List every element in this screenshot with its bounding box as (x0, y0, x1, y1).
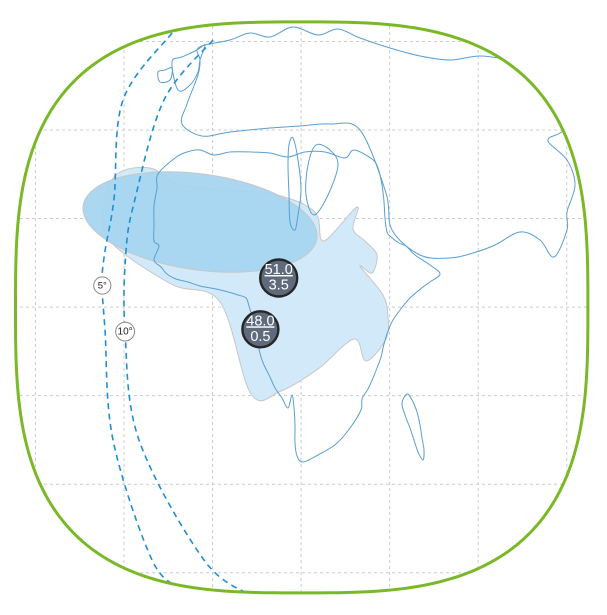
svg-text:3.5: 3.5 (269, 278, 289, 294)
svg-text:0.5: 0.5 (250, 329, 270, 345)
svg-text:51.0: 51.0 (265, 262, 293, 278)
svg-text:48.0: 48.0 (246, 313, 274, 329)
svg-text:10°: 10° (118, 327, 133, 338)
svg-text:5°: 5° (98, 280, 107, 291)
